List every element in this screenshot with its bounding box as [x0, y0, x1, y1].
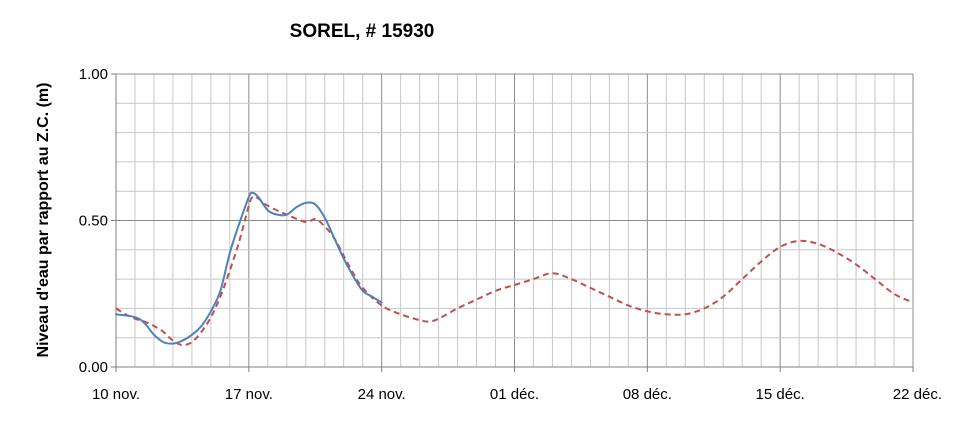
plot-series	[115, 191, 914, 347]
y-tick-label: 0.00	[79, 359, 108, 376]
plot-grid	[115, 73, 914, 368]
x-tick-label: 01 déc.	[490, 386, 539, 403]
series-line-solid	[115, 191, 383, 345]
x-tick-label: 17 nov.	[225, 386, 273, 403]
series-line-dashed	[115, 195, 914, 347]
y-tick-label: 1.00	[79, 66, 108, 83]
y-tick-labels: 0.00 0.50 1.00	[79, 66, 108, 376]
x-tick-label: 22 déc.	[893, 386, 942, 403]
x-tick-labels: 10 nov. 17 nov. 24 nov. 01 déc. 08 déc. 15 dé…	[92, 386, 942, 403]
y-tick-label: 0.50	[79, 213, 108, 230]
plot-axes	[111, 73, 914, 372]
x-tick-label: 15 déc.	[756, 386, 805, 403]
y-axis-label: Niveau d'eau par rapport au Z.C. (m)	[35, 83, 52, 358]
x-tick-label: 10 nov.	[92, 386, 140, 403]
x-tick-label: 24 nov.	[358, 386, 406, 403]
chart-title: SOREL, # 15930	[290, 21, 435, 42]
x-tick-label: 08 déc.	[623, 386, 672, 403]
